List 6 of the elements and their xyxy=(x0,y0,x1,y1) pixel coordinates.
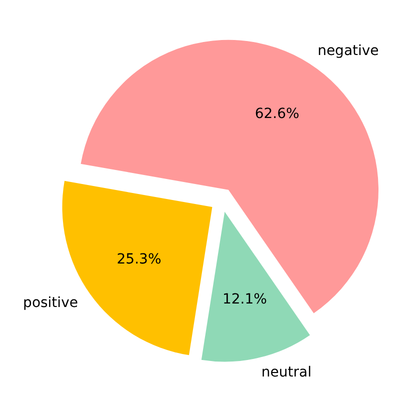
slice-label: negative xyxy=(318,43,379,60)
slice-label: neutral xyxy=(261,364,312,381)
data-label: 12.1% xyxy=(222,291,267,308)
slice-label: positive xyxy=(23,294,78,311)
data-label: 25.3% xyxy=(116,251,162,268)
data-label: 62.6% xyxy=(254,106,300,122)
